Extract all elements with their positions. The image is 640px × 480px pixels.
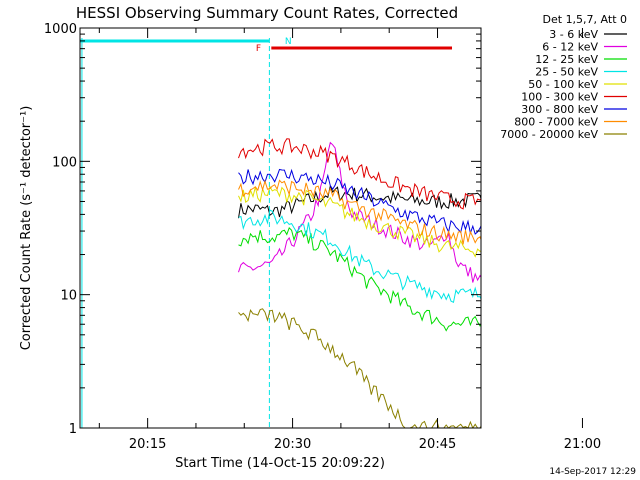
x-tick-label: 20:15: [129, 437, 166, 452]
legend-label: 50 - 100 keV: [528, 78, 598, 91]
legend-label: 12 - 25 keV: [535, 53, 598, 66]
series-line-1: [238, 141, 481, 283]
y-axis: 1 10 100 1000: [44, 22, 481, 437]
date-stamp: 14-Sep-2017 12:29: [549, 467, 636, 477]
legend-label: 3 - 6 keV: [549, 28, 598, 41]
night-marker-label: N: [285, 37, 292, 47]
legend-label: 25 - 50 keV: [535, 66, 598, 79]
plot-frame: [79, 27, 482, 429]
chart-title: HESSI Observing Summary Count Rates, Cor…: [76, 4, 458, 22]
y-axis-label: Corrected Count Rate (s⁻¹ detector⁻¹): [19, 106, 34, 351]
legend-label: 300 - 800 keV: [521, 103, 598, 116]
legend-label: 100 - 300 keV: [521, 91, 598, 104]
flare-marker-label: F: [256, 44, 261, 54]
y-tick-label: 100: [52, 155, 77, 170]
series-line-8: [238, 308, 481, 428]
x-tick-label: 20:45: [419, 437, 456, 452]
y-tick-label: 1: [69, 422, 77, 437]
series-line-2: [238, 226, 481, 332]
y-tick-label: 10: [60, 289, 77, 304]
legend-label: 7000 - 20000 keV: [500, 128, 598, 141]
x-tick-label: 21:00: [564, 437, 601, 452]
series-line-0: [238, 184, 481, 219]
y-tick-label: 1000: [44, 22, 77, 37]
series-layer: [238, 138, 481, 428]
series-line-5: [238, 138, 481, 210]
series-line-6: [238, 168, 481, 235]
series-line-4: [238, 185, 481, 258]
legend-label: 6 - 12 keV: [542, 41, 598, 54]
legend-header: Det 1,5,7, Att 0: [543, 13, 627, 26]
series-line-7: [238, 179, 481, 245]
observation-markers: NF: [80, 37, 453, 428]
x-axis-label: Start Time (14-Oct-15 20:09:22): [175, 456, 385, 471]
series-line-3: [238, 209, 481, 304]
x-tick-label: 20:30: [274, 437, 311, 452]
legend-label: 800 - 7000 keV: [514, 116, 598, 129]
